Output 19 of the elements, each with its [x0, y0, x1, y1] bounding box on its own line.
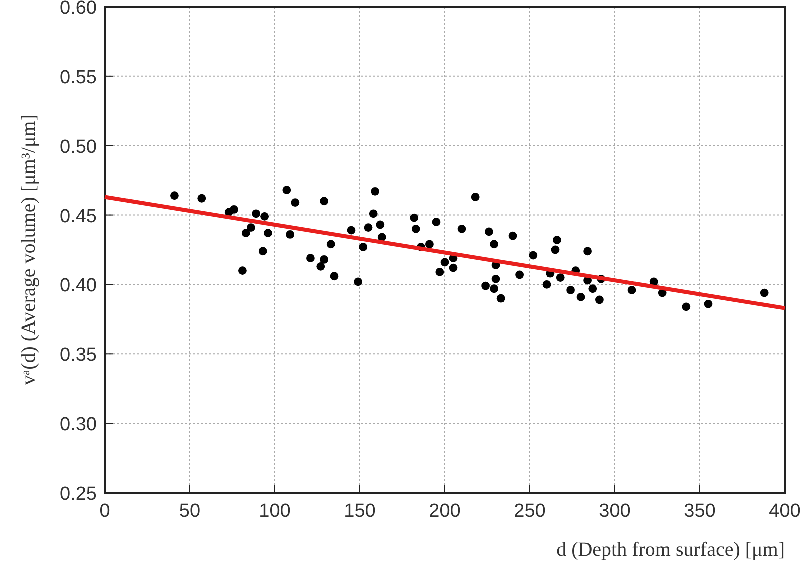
x-tick-label: 50 [179, 501, 201, 522]
x-tick-label: 200 [429, 501, 461, 522]
x-tick-label: 300 [599, 501, 631, 522]
x-tick-label: 400 [769, 501, 801, 522]
x-tick-label: 350 [684, 501, 716, 522]
y-axis-title: vᵃ(d) (Average volume) [μm³/μm] [18, 114, 40, 386]
y-tick-label: 0.35 [60, 345, 97, 366]
y-tick-label: 0.40 [60, 276, 97, 297]
y-tick-label: 0.50 [60, 136, 97, 158]
x-axis-title: d (Depth from surface) [μm] [556, 539, 785, 561]
y-tick-label: 0.55 [60, 67, 97, 88]
x-tick-label: 100 [259, 501, 291, 522]
x-tick-label: 0 [100, 501, 110, 522]
x-tick-label: 150 [344, 501, 376, 522]
y-tick-label: 0.45 [60, 206, 97, 228]
y-tick-label: 0.25 [60, 484, 97, 505]
y-tick-label: 0.60 [60, 0, 97, 19]
y-tick-label: 0.30 [60, 414, 97, 436]
x-tick-label: 250 [514, 501, 546, 522]
